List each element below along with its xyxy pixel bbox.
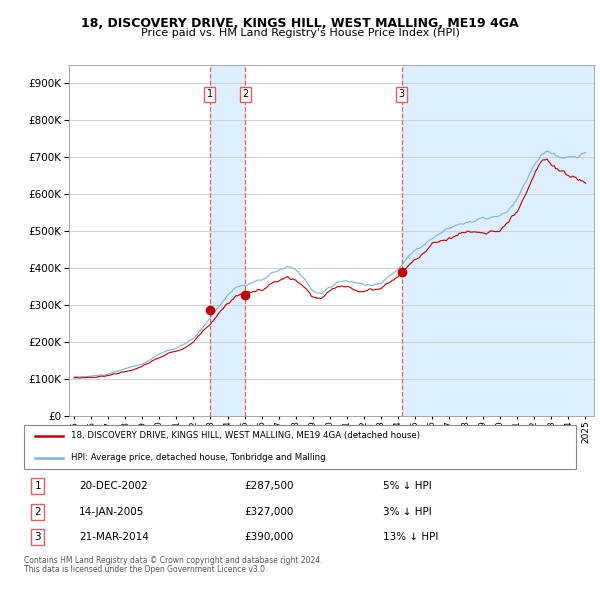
Text: 3% ↓ HPI: 3% ↓ HPI bbox=[383, 507, 431, 517]
Text: 1: 1 bbox=[207, 90, 213, 100]
Text: 18, DISCOVERY DRIVE, KINGS HILL, WEST MALLING, ME19 4GA: 18, DISCOVERY DRIVE, KINGS HILL, WEST MA… bbox=[81, 17, 519, 30]
Bar bbox=[210, 65, 245, 416]
Text: Contains HM Land Registry data © Crown copyright and database right 2024.: Contains HM Land Registry data © Crown c… bbox=[24, 556, 323, 565]
Bar bbox=[402, 65, 594, 416]
Text: 3: 3 bbox=[34, 532, 41, 542]
Text: Price paid vs. HM Land Registry's House Price Index (HPI): Price paid vs. HM Land Registry's House … bbox=[140, 28, 460, 38]
Text: 18, DISCOVERY DRIVE, KINGS HILL, WEST MALLING, ME19 4GA (detached house): 18, DISCOVERY DRIVE, KINGS HILL, WEST MA… bbox=[71, 431, 420, 440]
Text: 5% ↓ HPI: 5% ↓ HPI bbox=[383, 481, 431, 491]
Text: 2: 2 bbox=[242, 90, 248, 100]
Text: £327,000: £327,000 bbox=[245, 507, 294, 517]
Text: This data is licensed under the Open Government Licence v3.0.: This data is licensed under the Open Gov… bbox=[24, 565, 268, 574]
Text: £390,000: £390,000 bbox=[245, 532, 294, 542]
Text: 1: 1 bbox=[34, 481, 41, 491]
Text: HPI: Average price, detached house, Tonbridge and Malling: HPI: Average price, detached house, Tonb… bbox=[71, 454, 326, 463]
Text: 2: 2 bbox=[34, 507, 41, 517]
Text: 13% ↓ HPI: 13% ↓ HPI bbox=[383, 532, 438, 542]
FancyBboxPatch shape bbox=[24, 425, 576, 469]
Text: 21-MAR-2014: 21-MAR-2014 bbox=[79, 532, 149, 542]
Text: £287,500: £287,500 bbox=[245, 481, 295, 491]
Text: 3: 3 bbox=[398, 90, 405, 100]
Text: 14-JAN-2005: 14-JAN-2005 bbox=[79, 507, 145, 517]
Text: 20-DEC-2002: 20-DEC-2002 bbox=[79, 481, 148, 491]
